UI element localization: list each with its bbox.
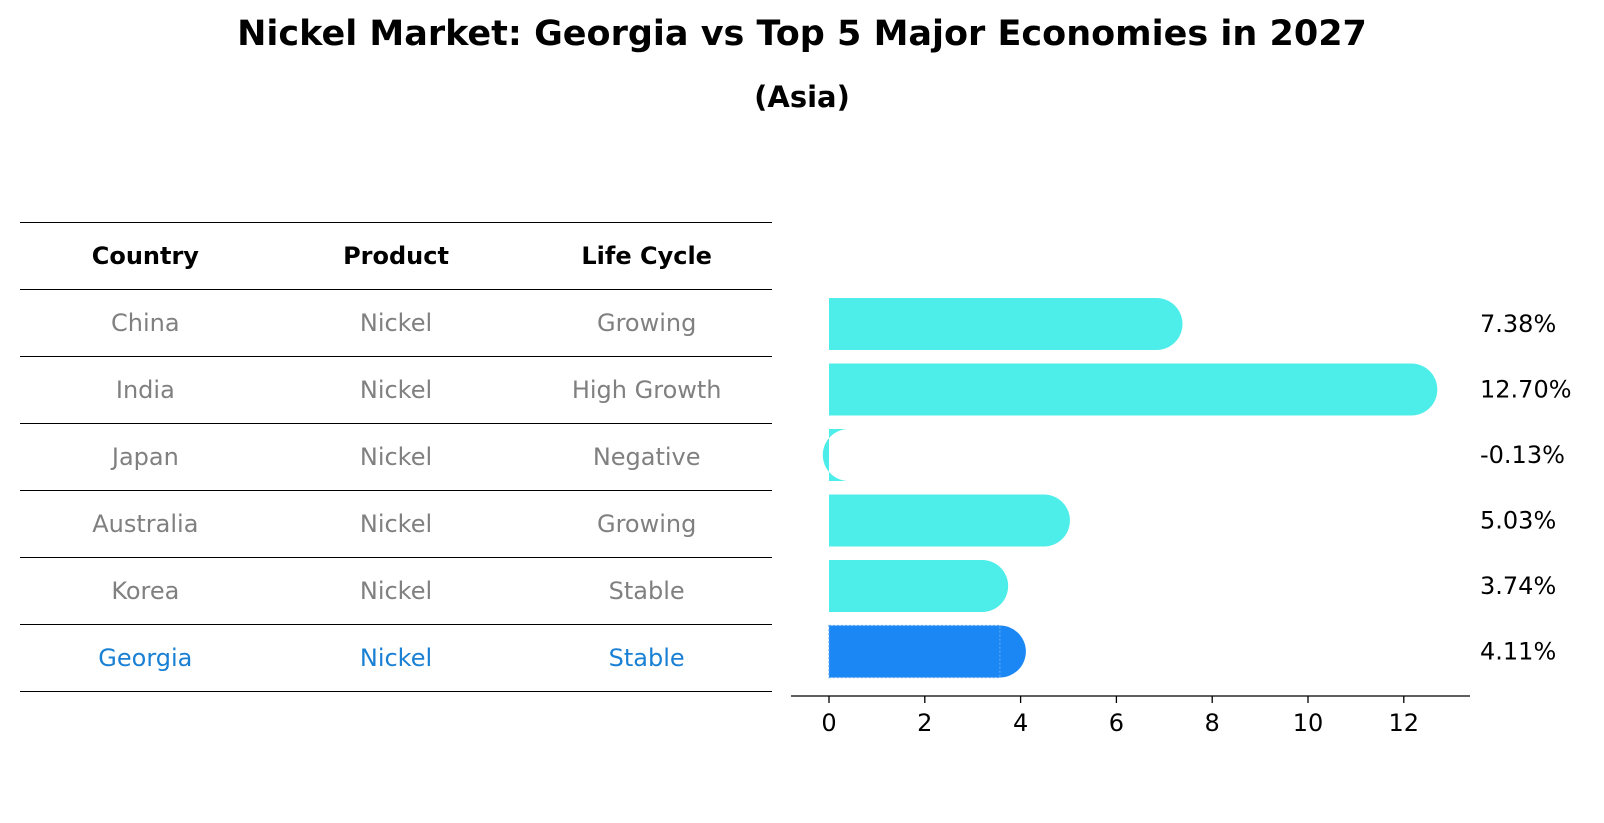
value-label: 12.70% — [1480, 376, 1572, 404]
x-tick-label: 8 — [1205, 709, 1220, 737]
cell-life-cycle: Negative — [592, 443, 701, 471]
value-label: -0.13% — [1480, 441, 1565, 469]
cell-country: India — [115, 376, 175, 404]
cell-country: Australia — [92, 510, 199, 538]
cell-product: Nickel — [359, 644, 433, 672]
bar — [829, 298, 1183, 350]
header-product: Product — [343, 242, 449, 270]
cell-life-cycle: Growing — [596, 309, 697, 337]
cell-country: Japan — [111, 443, 179, 471]
cell-life-cycle: Stable — [608, 644, 685, 672]
table-row: Japan Nickel Negative — [20, 423, 772, 490]
cell-life-cycle: High Growth — [571, 376, 722, 404]
header-country: Country — [91, 242, 199, 270]
cell-product: Nickel — [359, 376, 433, 404]
bar — [829, 560, 1009, 612]
table-header-row: Country Product Life Cycle — [20, 222, 772, 289]
chart-title: Nickel Market: Georgia vs Top 5 Major Ec… — [237, 14, 1367, 54]
table-row-highlight: Georgia Nickel Stable — [20, 624, 772, 692]
table-row: Australia Nickel Growing — [20, 490, 772, 557]
x-tick-label: 4 — [1013, 709, 1028, 737]
header-life-cycle: Life Cycle — [581, 242, 712, 270]
table-row: China Nickel Growing — [20, 289, 772, 356]
table-row: Korea Nickel Stable — [20, 557, 772, 624]
value-label: 5.03% — [1480, 507, 1556, 535]
cell-product: Nickel — [359, 577, 433, 605]
value-label: 7.38% — [1480, 310, 1556, 338]
bar — [829, 494, 1070, 547]
cell-country: China — [111, 309, 180, 337]
chart-subtitle: (Asia) — [754, 80, 850, 114]
cell-life-cycle: Growing — [596, 510, 697, 538]
bar-highlight-outline — [828, 624, 1001, 679]
cell-product: Nickel — [359, 510, 433, 538]
data-table: Country Product Life Cycle China Nickel … — [20, 222, 772, 692]
value-label: 3.74% — [1480, 572, 1556, 600]
bar-highlight — [829, 625, 1026, 678]
x-tick-label: 10 — [1293, 709, 1324, 737]
cell-life-cycle: Stable — [608, 577, 685, 605]
table-row: India Nickel High Growth — [20, 356, 772, 423]
bar — [822, 429, 849, 481]
bar — [829, 363, 1438, 416]
x-tick-label: 12 — [1389, 709, 1420, 737]
cell-product: Nickel — [359, 309, 433, 337]
x-tick-label: 2 — [917, 709, 932, 737]
cell-country: Korea — [111, 577, 180, 605]
cell-country: Georgia — [98, 644, 193, 672]
x-tick-label: 6 — [1109, 709, 1124, 737]
cell-product: Nickel — [359, 443, 433, 471]
x-tick-label: 0 — [821, 709, 836, 737]
value-label: 4.11% — [1480, 638, 1556, 666]
